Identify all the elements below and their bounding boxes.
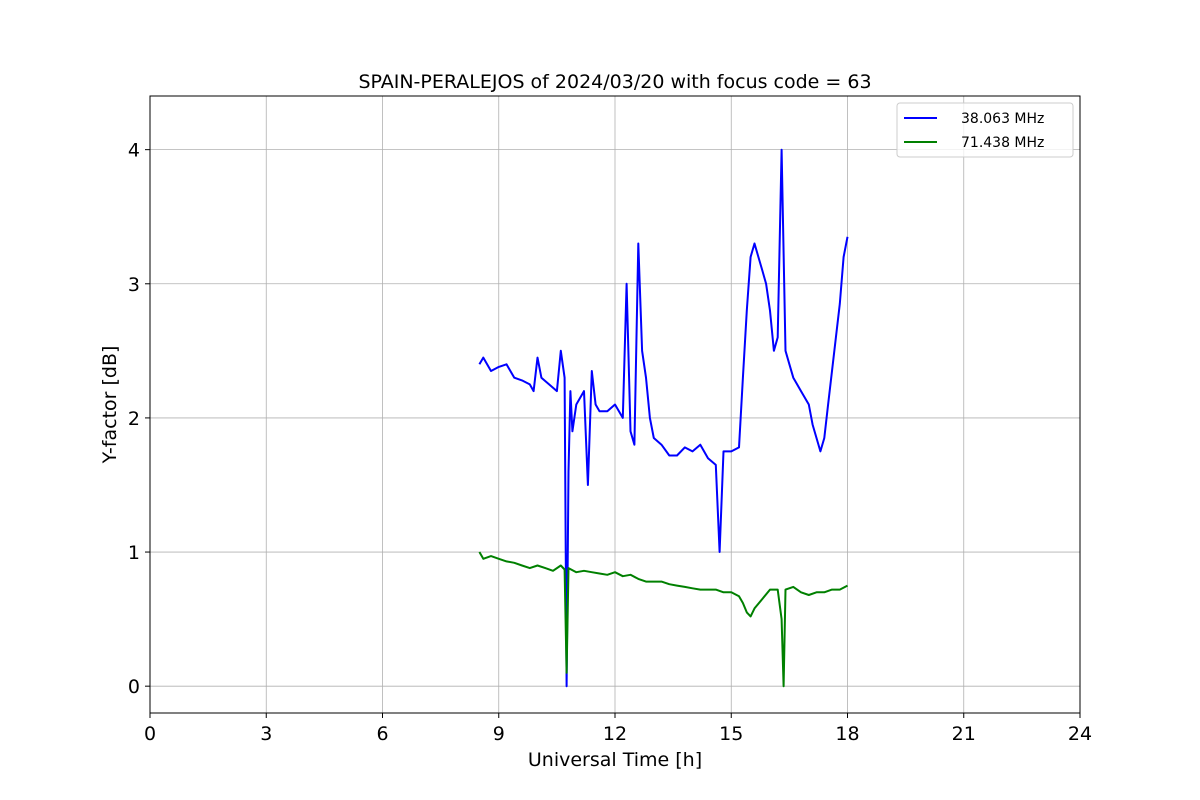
x-tick-label: 24 (1068, 723, 1092, 745)
x-tick-label: 0 (144, 723, 156, 745)
x-tick-label: 21 (952, 723, 976, 745)
x-tick-label: 3 (260, 723, 272, 745)
x-tick-label: 6 (376, 723, 388, 745)
y-axis: 0 1 2 3 4 (128, 140, 150, 698)
y-axis-label: Y-factor [dB] (99, 346, 121, 465)
legend: 38.063 MHz 71.438 MHz (896, 102, 1074, 158)
series-layer (478, 148, 849, 688)
y-tick-label: 4 (128, 140, 140, 162)
x-axis-label: Universal Time [h] (528, 749, 702, 771)
x-tick-label: 15 (719, 723, 743, 745)
series-line-2 (478, 551, 848, 688)
x-tick-label: 18 (835, 723, 859, 745)
x-tick-label: 12 (603, 723, 627, 745)
chart-title: SPAIN-PERALEJOS of 2024/03/20 with focus… (358, 71, 871, 93)
legend-label-2: 71.438 MHz (961, 135, 1044, 151)
y-tick-label: 1 (128, 542, 140, 564)
y-tick-label: 3 (128, 274, 140, 296)
legend-label-1: 38.063 MHz (961, 111, 1044, 127)
x-tick-label: 9 (493, 723, 505, 745)
y-tick-label: 0 (128, 676, 140, 698)
legend-box (896, 102, 1074, 158)
series-line-1 (478, 148, 849, 688)
x-axis: 0 3 6 9 12 15 18 21 24 (144, 713, 1092, 745)
y-tick-label: 2 (128, 408, 140, 430)
